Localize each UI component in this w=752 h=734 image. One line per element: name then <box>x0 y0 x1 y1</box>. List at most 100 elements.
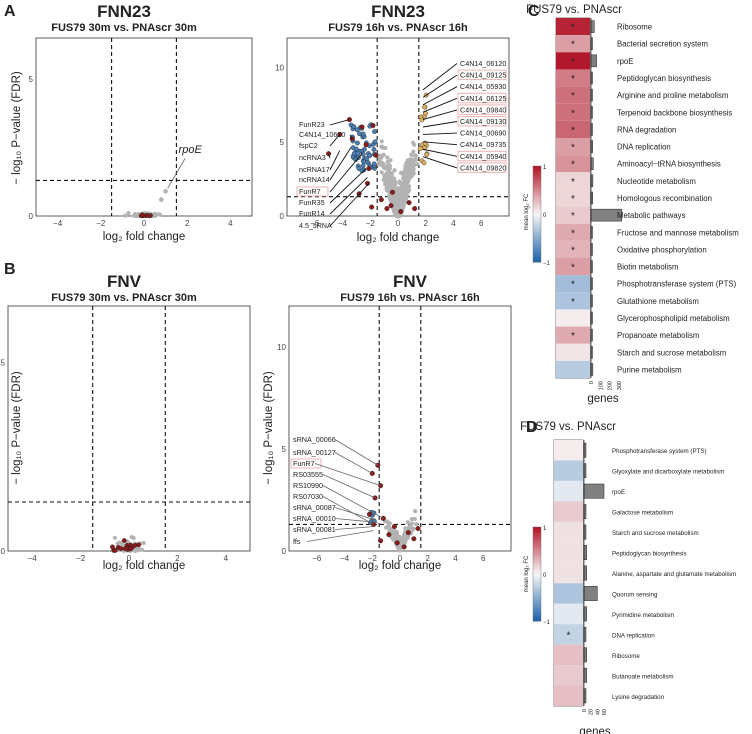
significance-star: * <box>571 91 575 102</box>
pathway-label: Quorum sensing <box>612 591 658 598</box>
gene-count-bar <box>583 647 587 663</box>
pathway-label: Propanoate metabolism <box>617 331 699 340</box>
heatmap-cell <box>556 138 590 156</box>
gene-point <box>399 541 404 546</box>
gene-label: ffs <box>293 537 301 546</box>
gene-label: fspC2 <box>299 141 318 150</box>
gene-label: FunR35 <box>299 198 325 207</box>
heatmap-cell <box>556 189 590 207</box>
legend-color-step <box>533 595 541 598</box>
gene-point <box>400 186 405 191</box>
legend-color-step <box>533 190 541 193</box>
srna-point <box>378 483 384 489</box>
panel-d-title: FUS79 vs. PNAscr <box>520 421 616 433</box>
x-tick-label: 4 <box>228 219 233 228</box>
pathway-label: Oxidative phosphorylation <box>617 245 707 254</box>
panel-letter-a: A <box>4 3 16 20</box>
legend-color-step <box>533 202 541 205</box>
y-axis-label-b-left: − log₁₀ P−value (FDR) <box>11 371 23 485</box>
label-leader-line <box>422 97 458 113</box>
srna-point <box>406 200 412 206</box>
gene-count-bar <box>583 483 605 499</box>
gene-point <box>383 145 388 151</box>
highlight-label-box <box>457 150 507 162</box>
gene-point <box>399 204 404 209</box>
y-axis-label-b-right: − log₁₀ P−value (FDR) <box>263 371 275 485</box>
x-tick-label: 4 <box>224 554 229 563</box>
heatmap-cell <box>556 275 590 293</box>
x-axis-label-b-left: log₂ fold change <box>103 560 185 572</box>
gene-label: C4N14_05940 <box>460 152 506 161</box>
heatmap-cell <box>556 35 590 53</box>
srna-point <box>369 470 375 476</box>
gene-point <box>404 184 409 189</box>
srna-point <box>370 123 376 129</box>
legend-color-step <box>533 242 541 246</box>
legend-tick-label: 1 <box>543 526 547 532</box>
gene-point <box>405 520 410 525</box>
y-tick-label: 5 <box>282 445 287 454</box>
significance-star: * <box>571 228 575 239</box>
gene-point <box>407 525 412 530</box>
significance-star: * <box>571 263 575 274</box>
legend-color-step <box>533 192 541 196</box>
pathway-label: Bacterial secretion system <box>617 40 708 49</box>
srna-point <box>415 526 421 532</box>
y-tick-label: 5 <box>29 75 34 84</box>
label-leader-line <box>329 150 341 171</box>
legend-color-step <box>533 599 541 603</box>
label-leader-line <box>314 463 381 487</box>
gene-label: C4N14_09130 <box>460 117 506 126</box>
gene-point <box>406 187 412 193</box>
legend-color-step <box>533 259 541 263</box>
srna-point <box>366 166 372 172</box>
label-leader-line <box>329 183 370 227</box>
gene-label: sRNA_00081 <box>293 525 336 534</box>
legend-color-step <box>533 581 541 584</box>
legend-color-step <box>533 611 541 615</box>
gene-point <box>385 159 390 164</box>
label-leader-line <box>329 177 368 215</box>
legend-color-step <box>533 527 541 530</box>
downregulated-point <box>371 147 377 152</box>
heatmap-cell <box>556 86 590 104</box>
legend-color-step <box>533 555 541 559</box>
heatmap-cell <box>556 155 590 173</box>
legend-color-step <box>533 254 541 258</box>
y-tick-label: 0 <box>280 212 285 221</box>
gene-point <box>415 162 420 167</box>
pathway-label: Starch and sucrose metabolism <box>612 530 699 537</box>
gene-point <box>377 153 382 158</box>
x-tick-label: −4 <box>28 554 38 563</box>
bar-tick-label: 0 <box>582 709 588 712</box>
gene-point <box>126 211 131 216</box>
label-leader-line <box>329 134 341 147</box>
gene-point <box>386 164 391 169</box>
heatmap-cell <box>556 309 590 327</box>
srna-point <box>112 548 118 553</box>
highlight-label-box <box>457 104 507 115</box>
srna-point <box>128 546 133 552</box>
srna-point <box>405 530 411 536</box>
legend-color-step <box>533 590 541 594</box>
downregulated-point <box>360 163 366 169</box>
pathway-label: Peptidoglycan biosynthesis <box>612 551 687 558</box>
legend-color-step <box>533 534 541 537</box>
legend-color-step <box>533 550 541 554</box>
heatmap-cell <box>556 206 590 224</box>
gene-point <box>392 196 397 201</box>
highlight-label-box <box>296 186 329 197</box>
panel-b-right-subtitle: FUS79 16h vs. PNAscr 16h <box>340 292 480 304</box>
gene-label: C4N14_09125 <box>460 71 506 80</box>
legend-color-step <box>533 257 541 261</box>
legend-color-step <box>533 173 541 177</box>
heatmap-cell <box>554 562 583 584</box>
gene-point <box>409 516 414 522</box>
gene-point <box>397 189 402 194</box>
gene-point <box>391 176 397 181</box>
panel-b-right-title: FNV <box>393 272 428 291</box>
x-tick-label: −4 <box>338 219 348 228</box>
gene-point <box>377 156 382 161</box>
gene-point <box>393 529 398 534</box>
pathway-label: Butanoate metabolism <box>612 673 674 680</box>
